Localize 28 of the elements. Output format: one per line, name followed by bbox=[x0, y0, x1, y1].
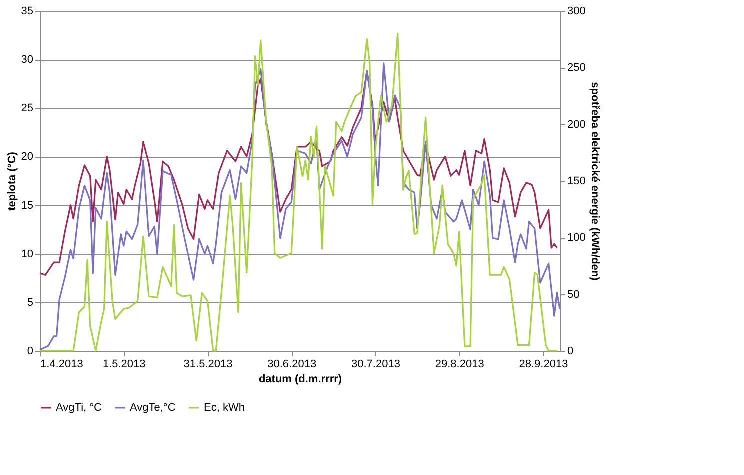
y2-tick-label: 50 bbox=[568, 288, 580, 301]
x-tick-label: 1.4.2013 bbox=[40, 358, 84, 370]
y2-tick-label: 200 bbox=[568, 118, 586, 131]
y-tick-label: 25 bbox=[21, 102, 34, 115]
y2-tick-label: 150 bbox=[568, 176, 586, 188]
y2-tick-label: 300 bbox=[568, 6, 586, 18]
legend-label: AvgTi, °C bbox=[56, 402, 102, 414]
y-tick-label: 15 bbox=[21, 200, 34, 212]
y-axis-title: teplota (°C) bbox=[6, 152, 18, 211]
y-tick-label: 30 bbox=[21, 54, 34, 66]
y-tick-label: 20 bbox=[21, 151, 34, 164]
y2-tick-label: 100 bbox=[568, 232, 586, 244]
y-tick-label: 5 bbox=[27, 296, 34, 309]
x-tick-label: 29.8.2013 bbox=[435, 358, 484, 370]
y-tick-label: 0 bbox=[27, 346, 34, 358]
legend-label: Ec, kWh bbox=[204, 402, 245, 414]
y-tick-label: 10 bbox=[21, 248, 34, 260]
y-tick-label: 35 bbox=[21, 6, 34, 18]
x-axis-title: datum (d.m.rrrr) bbox=[258, 374, 342, 386]
x-tick-label: 30.7.2013 bbox=[352, 358, 400, 370]
x-tick-label: 28.9.2013 bbox=[519, 358, 568, 370]
x-tick-label: 31.5.2013 bbox=[184, 358, 233, 370]
x-tick-label: 1.5.2013 bbox=[102, 358, 146, 370]
x-tick-label: 30.6.2013 bbox=[268, 358, 317, 370]
y2-tick-label: 250 bbox=[568, 62, 586, 74]
y2-tick-label: 0 bbox=[568, 346, 574, 358]
y2-axis-title: spotřeba elektrické energie (kWh/den) bbox=[588, 82, 601, 282]
legend-label: AvgTe,°C bbox=[130, 402, 176, 414]
